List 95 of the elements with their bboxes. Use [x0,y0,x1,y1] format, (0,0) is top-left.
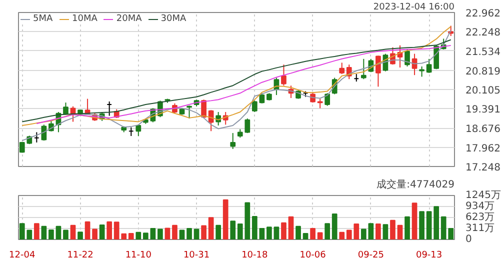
bar [99,224,105,240]
candlestick [186,105,192,119]
bar [136,232,142,240]
bar [376,223,381,240]
candlestick [281,64,286,86]
bar [288,216,294,240]
candlestick [448,25,454,36]
x-tick-label: 12-04 [9,250,36,260]
x-tick-label: 10-31 [183,250,210,260]
bar [172,224,178,240]
bar [368,223,374,240]
candlestick [360,58,366,80]
candlestick [63,102,68,116]
bar [186,228,192,240]
y-tick-label: 0 [466,234,472,245]
legend-label: 20MA [116,14,142,24]
bar [70,224,76,240]
bar [84,221,90,240]
candlestick [70,106,76,122]
candlestick [419,66,424,78]
bar [222,199,228,240]
y-tick-label: 1245万 [466,190,501,201]
candlestick [244,118,250,134]
bar [310,228,316,240]
bar [158,228,163,240]
candlestick [324,92,330,106]
y-tick-label: 22.248 [466,28,500,39]
x-tick-label: 11-22 [67,250,94,260]
candlestick [252,100,258,113]
bar [56,226,62,240]
bar [390,220,396,240]
x-tick-label: 10-18 [242,250,268,260]
bar [332,214,338,240]
bar [63,230,68,240]
line-series [22,26,452,126]
x-tick-label: 11-10 [125,250,152,260]
bar [201,225,206,240]
bar [142,232,148,240]
x-tick-label: 09-13 [416,250,442,260]
y-axis-title: 成交量:4774029 [376,178,454,190]
bar [317,232,323,240]
candlestick [376,55,381,88]
bar [274,226,280,240]
bar [41,226,47,240]
bar [194,228,200,240]
y-tick-label: 17.248 [466,162,500,174]
bar [106,221,112,240]
bar [426,211,432,240]
bar [164,228,170,240]
bar [360,228,366,240]
bar [404,216,410,240]
bar [266,226,272,240]
legend-label: 5MA [33,14,53,24]
bar [339,232,345,240]
y-tick-label: 934万 [466,200,495,212]
bar [259,228,265,240]
bar [252,216,258,240]
bar [281,222,286,240]
bar [324,223,330,240]
bar [434,206,440,240]
bar [128,232,134,240]
bar [382,224,388,240]
bar [216,224,222,240]
y-tick-label: 311万 [466,223,495,234]
bar [150,228,156,240]
candlestick [426,58,432,74]
y-tick-label: 20.819 [466,66,500,78]
bar [296,226,301,240]
y-tick-label: 19.391 [466,104,500,116]
bar [230,220,236,240]
legend-label: 30MA [160,14,186,24]
x-tick-label: 09-25 [358,250,384,260]
y-tick-label: 22.962 [466,8,500,20]
bar [412,202,418,240]
bar [397,224,403,240]
candlestick [259,92,265,104]
x-tick-label: 10-06 [300,250,326,260]
bar [78,232,83,240]
y-tick-label: 17.962 [466,143,500,154]
legend-label: 10MA [72,14,98,24]
y-tick-label: 18.676 [466,124,500,136]
bar [92,228,98,240]
y-tick-label: 21.534 [466,46,500,58]
candlestick [404,48,410,67]
y-tick-label: 20.105 [466,86,500,96]
bar [48,229,54,240]
bar [419,211,424,240]
bar [34,223,40,240]
bar [208,217,214,240]
bar [179,230,185,240]
candlestick [230,132,236,150]
chart-title: 2023-12-04 16:00 [373,2,455,12]
y-tick-label: 623万 [466,212,495,223]
candlestick [339,62,345,75]
bar [302,232,308,240]
